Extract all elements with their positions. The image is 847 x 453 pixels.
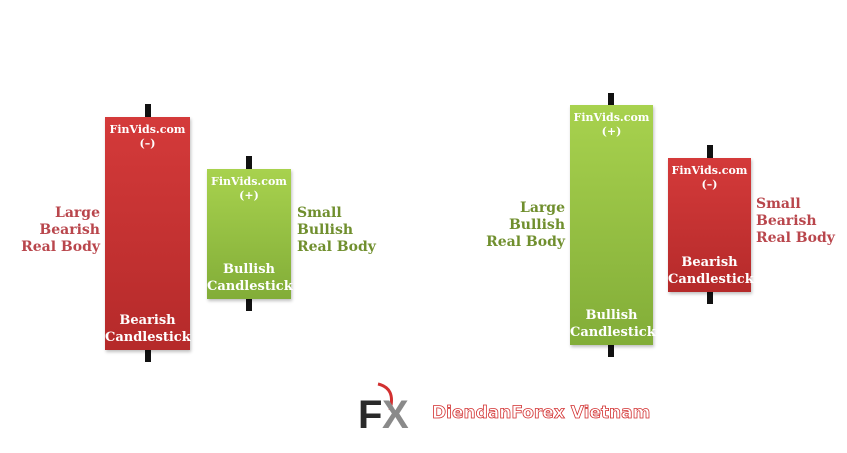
- sign-text: (–): [139, 137, 156, 150]
- sign-text: (+): [239, 189, 259, 202]
- fx-logo: F X: [356, 380, 418, 437]
- svg-text:F: F: [358, 393, 382, 434]
- brand-text: FinVids.com: [573, 111, 650, 124]
- label-large-bearish: Large Bearish Real Body: [21, 205, 100, 255]
- svg-text:X: X: [382, 393, 409, 434]
- candle-large-bearish: FinVids.com (–) Bearish Candlestick: [105, 117, 191, 350]
- label-small-bullish: Small Bullish Real Body: [297, 205, 376, 255]
- brand-text: FinVids.com: [211, 175, 287, 188]
- brand-text: FinVids.com: [109, 123, 186, 136]
- candle-small-bullish: FinVids.com (+) Bullish Candlestick: [207, 169, 293, 299]
- candle-name: Bearish Candlestick: [105, 313, 191, 345]
- candle-name: Bullish Candlestick: [207, 262, 293, 294]
- site-name: DiendanForex Vietnam: [432, 403, 651, 424]
- candle-small-bearish: FinVids.com (–) Bearish Candlestick: [668, 158, 754, 292]
- sign-text: (+): [601, 125, 622, 138]
- candle-name: Bearish Candlestick: [668, 255, 754, 287]
- candle-name: Bullish Candlestick: [570, 308, 656, 340]
- sign-text: (–): [701, 178, 718, 191]
- label-small-bearish: Small Bearish Real Body: [756, 196, 835, 246]
- brand-text: FinVids.com: [671, 164, 748, 177]
- candle-large-bullish: FinVids.com (+) Bullish Candlestick: [570, 105, 656, 345]
- label-large-bullish: Large Bullish Real Body: [486, 200, 565, 250]
